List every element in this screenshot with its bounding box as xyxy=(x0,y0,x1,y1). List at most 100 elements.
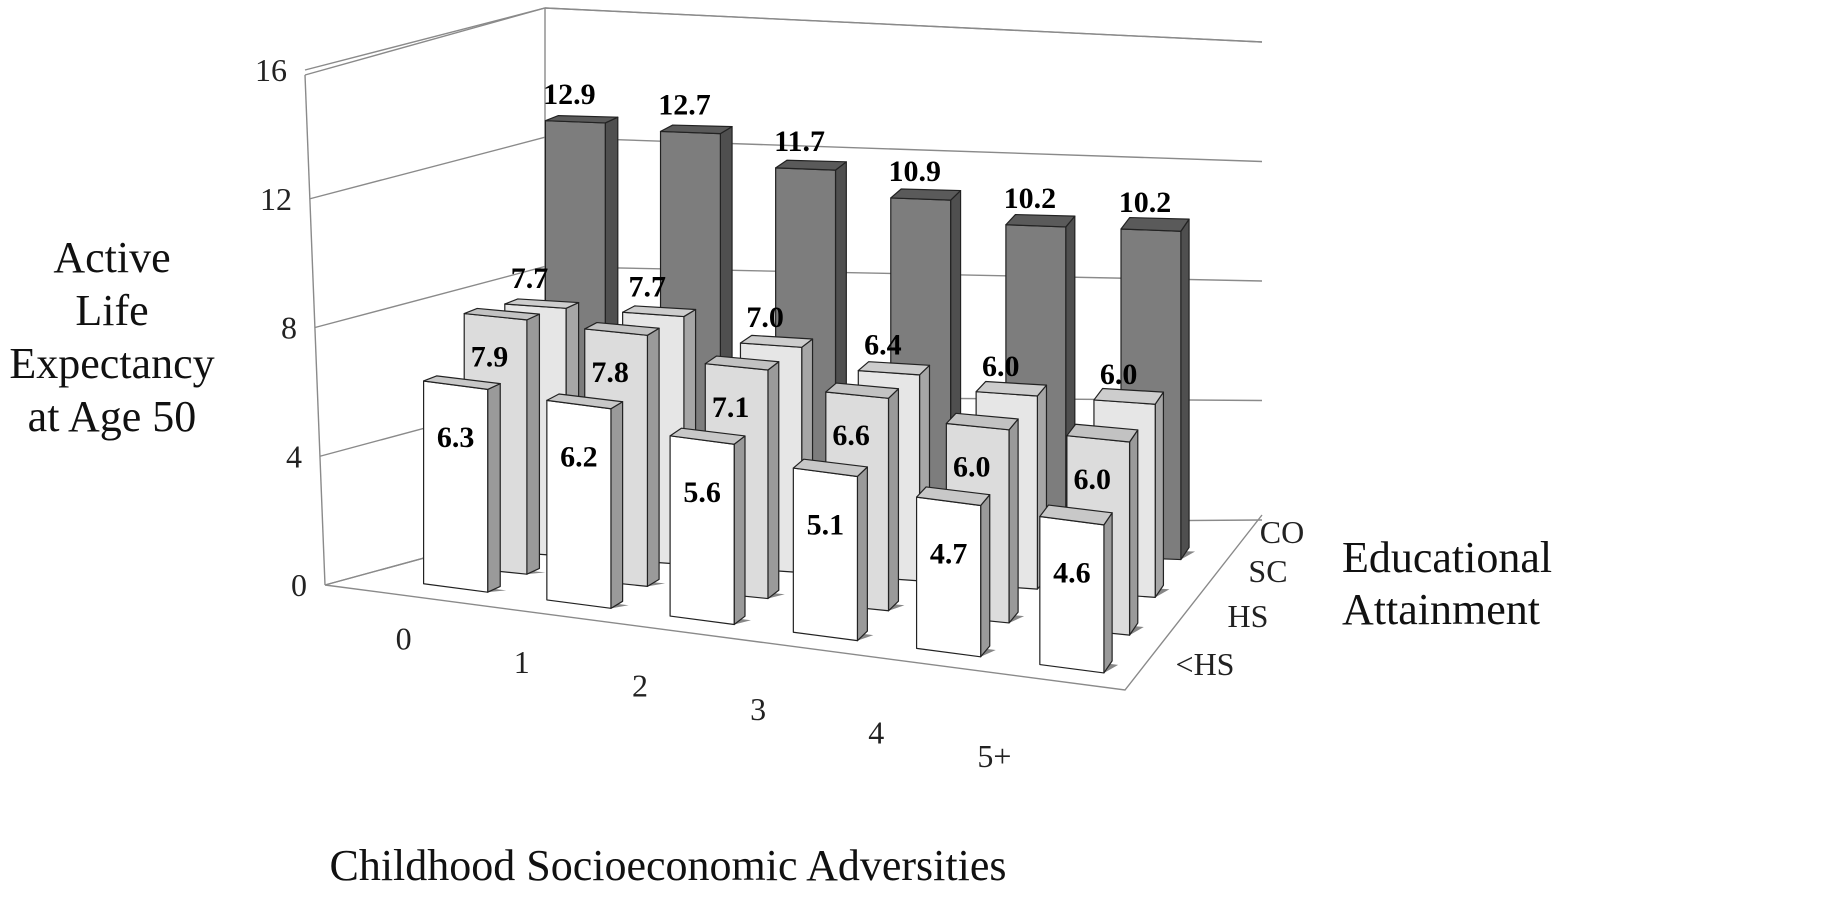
bar-top xyxy=(622,305,697,318)
bar-side xyxy=(1008,418,1019,624)
bar-top xyxy=(704,355,780,371)
value-label: 6.6 xyxy=(832,419,870,452)
bar-side xyxy=(646,327,660,587)
bar-<HS-0 xyxy=(423,375,507,593)
value-label: 5.1 xyxy=(807,508,845,541)
value-label: 6.0 xyxy=(982,350,1020,383)
bar-side xyxy=(980,494,991,658)
bar-top xyxy=(890,188,962,201)
bar-side xyxy=(767,361,780,600)
x-axis-title: Childhood Socioeconomic Adversities xyxy=(329,841,1006,890)
value-label: 7.8 xyxy=(591,356,629,389)
bar-side xyxy=(856,466,868,642)
value-label: 6.2 xyxy=(560,441,598,474)
bar-top xyxy=(546,393,624,410)
value-label: 12.9 xyxy=(543,78,596,111)
z-tick-label: CO xyxy=(1260,514,1304,550)
value-label: 4.6 xyxy=(1053,557,1091,590)
left-wall-edge xyxy=(304,74,326,586)
bar-top xyxy=(975,380,1048,397)
bar-top xyxy=(544,115,619,124)
bar-side xyxy=(733,435,746,626)
bar-side xyxy=(1128,429,1139,636)
bar-front xyxy=(1039,515,1105,674)
value-label: 7.1 xyxy=(712,391,750,424)
bar-front xyxy=(669,435,735,626)
z-tick-label: HS xyxy=(1228,598,1269,634)
bar-top xyxy=(739,334,814,348)
z-axis-title: Educational Attainment xyxy=(1342,533,1552,634)
bar-side xyxy=(887,388,900,612)
y-tick-label: 4 xyxy=(286,438,302,474)
bar-front xyxy=(915,496,982,658)
bar-top xyxy=(669,427,746,445)
x-tick-label: 0 xyxy=(396,621,412,657)
value-label: 6.0 xyxy=(1100,358,1138,391)
gridline-16 xyxy=(304,7,1263,71)
value-label: 12.7 xyxy=(658,89,711,122)
bar-front xyxy=(546,399,612,609)
bar-side xyxy=(610,401,624,609)
value-label: 6.0 xyxy=(1073,463,1111,496)
y-axis-title-line: at Age 50 xyxy=(28,392,197,441)
bar-top xyxy=(792,458,868,478)
bar-side xyxy=(1180,218,1190,561)
bar-front xyxy=(792,467,859,642)
value-label: 7.7 xyxy=(511,262,549,295)
bar-side xyxy=(526,313,541,575)
x-tick-label: 2 xyxy=(632,668,648,704)
value-label: 10.2 xyxy=(1004,182,1057,215)
y-tick-label: 0 xyxy=(291,567,307,603)
y-axis-title-line: Life xyxy=(75,286,148,335)
y-tick-label: 16 xyxy=(255,52,287,88)
bar-top xyxy=(857,361,931,376)
value-label: 10.9 xyxy=(888,155,941,188)
bar-<HS-2 xyxy=(669,427,751,626)
y-axis-title: Active Life Expectancy at Age 50 xyxy=(9,233,214,441)
bar-top xyxy=(915,486,991,507)
axis-titles: Active Life Expectancy at Age 50 Childhood S… xyxy=(9,233,1552,890)
bar-top xyxy=(1066,423,1139,443)
value-label: 11.7 xyxy=(774,125,825,158)
y-axis-title-line: Expectancy xyxy=(9,339,214,388)
bar-side xyxy=(1154,391,1165,598)
z-tick-label: SC xyxy=(1248,553,1287,589)
bar-<HS-5+ xyxy=(1039,504,1119,674)
x-tick-label: 1 xyxy=(514,644,530,680)
floor-outline xyxy=(324,514,1263,691)
bar-top xyxy=(1005,213,1076,228)
x-tick-label: 3 xyxy=(750,691,766,727)
value-label: 7.7 xyxy=(629,270,667,303)
bars xyxy=(423,115,1196,674)
bar-top xyxy=(584,321,660,336)
value-label: 6.3 xyxy=(437,421,475,454)
value-label: 6.0 xyxy=(953,451,991,484)
z-axis-title-line: Educational xyxy=(1342,533,1552,582)
bar-<HS-4 xyxy=(915,486,996,658)
z-axis-title-line: Attainment xyxy=(1342,585,1540,634)
bar-top xyxy=(945,412,1019,431)
bar-top xyxy=(775,159,847,171)
value-label: 7.0 xyxy=(746,301,784,334)
x-tick-label: 5+ xyxy=(977,738,1011,774)
bar-<HS-1 xyxy=(546,393,629,609)
bar-top xyxy=(1039,504,1113,526)
bar-top xyxy=(659,124,733,135)
value-label: 10.2 xyxy=(1119,186,1172,219)
bar-top xyxy=(1093,387,1165,405)
value-label: 6.4 xyxy=(864,329,902,362)
bar-front xyxy=(423,380,489,593)
bar-top xyxy=(504,298,580,309)
y-axis-title-line: Active xyxy=(53,233,170,282)
value-label: 7.9 xyxy=(471,341,509,374)
bar-top xyxy=(825,382,900,399)
value-label: 4.7 xyxy=(930,537,968,570)
z-tick-label: <HS xyxy=(1176,646,1235,682)
value-labels: 12.9 12.7 11.7 10.9 10.2 10.2 7.7 7.7 7.0 6.4 6.0 6… xyxy=(437,78,1171,590)
left-wall-top xyxy=(304,7,546,76)
value-label: 5.6 xyxy=(683,476,721,509)
bar-top xyxy=(463,307,541,321)
bar-side xyxy=(1103,512,1113,674)
